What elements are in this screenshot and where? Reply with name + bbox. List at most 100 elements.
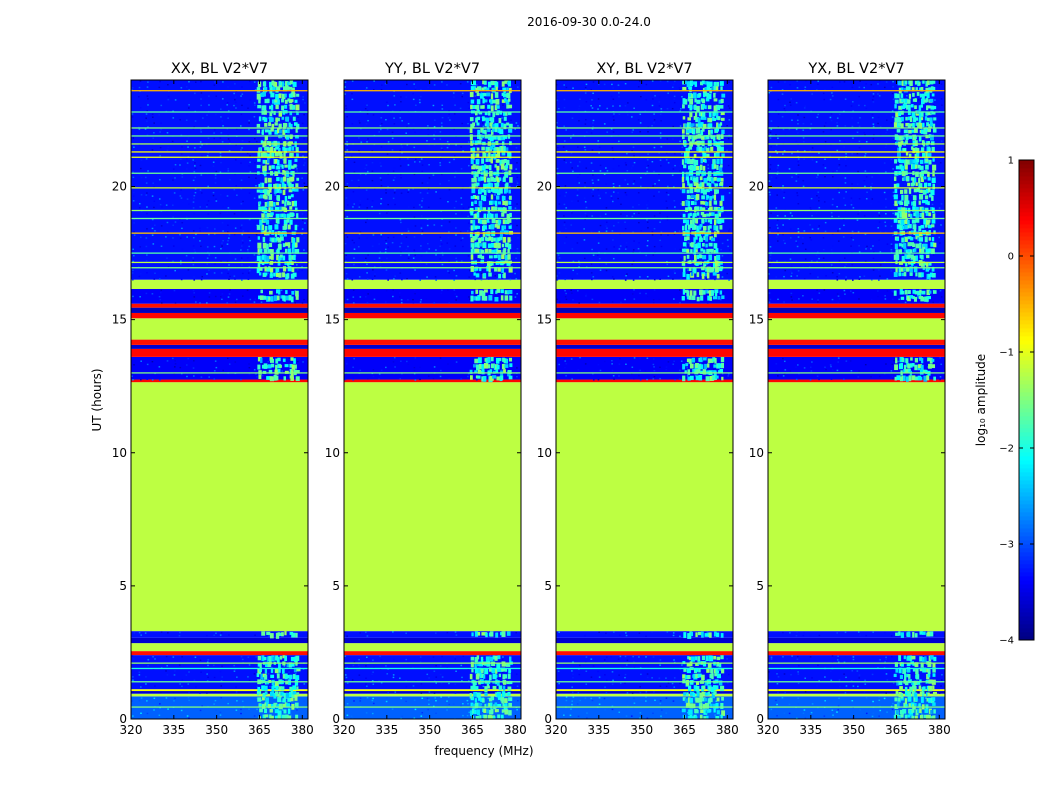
noise-speck — [659, 685, 662, 687]
noise-speck — [260, 699, 263, 702]
rfi-streak — [696, 212, 700, 216]
rfi-streak — [702, 661, 707, 667]
rfi-streak — [263, 248, 268, 254]
noise-speck — [133, 364, 135, 366]
rfi-streak — [712, 116, 715, 121]
rfi-streak — [681, 201, 685, 206]
noise-speck — [640, 176, 642, 179]
noise-speck — [365, 683, 367, 685]
noise-speck — [366, 272, 368, 274]
noise-speck — [188, 691, 190, 694]
noise-speck — [241, 260, 243, 262]
rfi-streak — [483, 86, 487, 90]
noise-speck — [227, 117, 229, 119]
noise-speck — [674, 272, 676, 274]
rfi-streak — [708, 248, 712, 253]
noise-speck — [154, 658, 156, 660]
noise-speck — [680, 203, 683, 205]
noise-speck — [646, 240, 649, 242]
noise-speck — [212, 191, 215, 194]
noise-speck — [433, 126, 436, 128]
rfi-streak — [470, 140, 474, 146]
noise-speck — [174, 177, 176, 179]
noise-speck — [186, 162, 189, 164]
rfi-streak — [290, 183, 294, 188]
rfi-streak — [473, 691, 478, 697]
rfi-streak — [506, 104, 509, 109]
noise-speck — [639, 686, 641, 688]
noise-speck — [146, 272, 148, 274]
noise-speck — [428, 177, 431, 179]
line-16 — [344, 135, 521, 137]
noise-speck — [631, 692, 634, 694]
rfi-streak — [287, 195, 292, 199]
noise-speck — [590, 697, 593, 700]
noise-speck — [166, 360, 169, 362]
rfi-streak — [261, 254, 266, 260]
noise-speck — [633, 702, 636, 704]
rfi-streak — [278, 662, 281, 669]
rfi-streak — [490, 631, 494, 637]
noise-speck — [612, 679, 614, 682]
noise-speck — [392, 236, 395, 239]
noise-speck — [133, 146, 135, 148]
noise-speck — [510, 224, 512, 226]
noise-speck — [140, 194, 143, 196]
noise-speck — [253, 102, 256, 104]
noise-speck — [304, 102, 306, 104]
rfi-streak — [263, 117, 268, 122]
noise-speck — [147, 126, 149, 128]
rfi-streak — [693, 177, 697, 183]
rfi-streak — [682, 242, 687, 247]
noise-speck — [569, 714, 572, 717]
noise-speck — [453, 158, 455, 161]
line-0 — [131, 706, 308, 708]
noise-speck — [469, 298, 471, 300]
noise-speck — [565, 150, 568, 152]
noise-speck — [385, 269, 388, 271]
rfi-streak — [479, 176, 483, 181]
rfi-streak — [681, 261, 686, 266]
rfi-streak — [290, 656, 295, 662]
noise-speck — [147, 104, 149, 106]
noise-speck — [371, 179, 374, 182]
noise-speck — [206, 692, 208, 694]
noise-speck — [385, 700, 388, 703]
rfi-streak — [718, 135, 721, 141]
rfi-streak — [721, 710, 726, 716]
noise-speck — [193, 360, 195, 362]
rfi-streak — [275, 86, 279, 93]
heatmap-image — [556, 80, 733, 719]
noise-speck — [249, 171, 252, 173]
noise-speck — [572, 170, 574, 173]
y-tick-label: 5 — [119, 579, 127, 593]
rfi-streak — [283, 231, 287, 237]
x-tick-label: 365 — [248, 723, 271, 737]
noise-speck — [728, 119, 731, 121]
noise-speck — [228, 293, 231, 295]
rfi-streak — [471, 290, 474, 295]
noise-speck — [645, 161, 648, 164]
rfi-streak — [492, 200, 496, 205]
rfi-streak — [684, 224, 688, 231]
rfi-streak — [282, 655, 286, 659]
rfi-streak — [505, 159, 510, 166]
noise-speck — [665, 236, 667, 238]
noise-speck — [720, 155, 722, 157]
rfi-streak — [693, 703, 696, 709]
noise-speck — [248, 679, 251, 682]
noise-speck — [301, 122, 304, 125]
noise-speck — [398, 292, 401, 294]
noise-speck — [281, 110, 284, 113]
rfi-streak — [481, 219, 486, 225]
rfi-streak — [686, 668, 691, 674]
rfi-streak — [294, 679, 299, 686]
noise-speck — [654, 699, 656, 702]
noise-speck — [140, 697, 143, 699]
noise-speck — [455, 634, 458, 636]
noise-speck — [208, 254, 211, 256]
noise-speck — [166, 674, 169, 676]
rfi-streak — [717, 123, 722, 129]
noise-speck — [427, 125, 429, 127]
noise-speck — [158, 366, 161, 368]
